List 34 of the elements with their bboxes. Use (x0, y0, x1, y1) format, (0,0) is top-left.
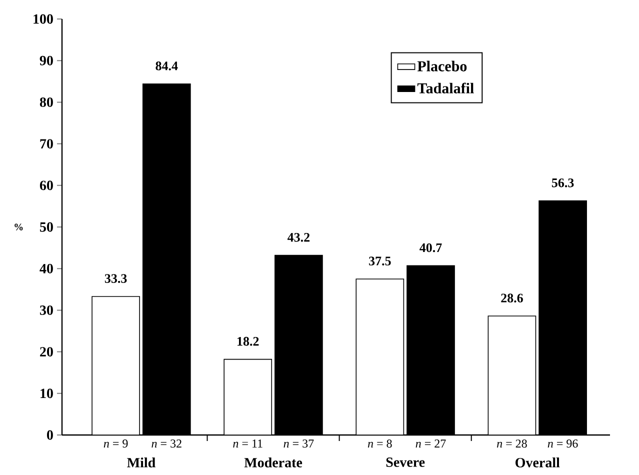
data-label: 40.7 (420, 243, 442, 252)
y-tick-label: 40 (40, 264, 53, 274)
text: n = 32 (152, 440, 182, 448)
x-tick-label: Moderate (244, 458, 302, 468)
legend-label: Tadalafil (417, 82, 474, 94)
text: n = 9 (104, 440, 128, 448)
data-label: 28.6 (501, 294, 523, 302)
y-tick-label: 0 (47, 430, 53, 440)
text: n = 96 (548, 440, 578, 448)
y-tick-label: 60 (40, 180, 53, 190)
y-tick-label: 30 (40, 305, 53, 315)
data-label: 56.3 (552, 178, 574, 188)
data-label: 84.4 (156, 62, 178, 70)
y-tick-label: 90 (40, 56, 53, 66)
text: n = 28 (497, 440, 527, 448)
text: n = 8 (368, 440, 392, 448)
y-tick-label: 20 (40, 347, 53, 357)
y-tick-label: 70 (40, 139, 53, 149)
legend-label: Placebo (417, 60, 467, 72)
data-label: 43.2 (288, 232, 310, 242)
data-label: 37.5 (369, 256, 391, 266)
x-tick-label: Severe (386, 458, 425, 467)
y-axis-title: % (14, 224, 23, 230)
y-tick-label: 50 (40, 222, 53, 232)
text: n = 27 (416, 440, 446, 448)
y-tick-label: 10 (40, 388, 53, 398)
x-tick-label: Mild (127, 458, 156, 468)
data-label: 18.2 (238, 336, 259, 346)
text: n = 37 (284, 440, 314, 448)
x-tick-label: Overall (516, 458, 560, 468)
text: n = 11 (233, 440, 262, 448)
y-tick-label: 100 (34, 14, 53, 24)
y-tick-label: 80 (40, 97, 53, 107)
data-label: 33.3 (104, 274, 127, 283)
